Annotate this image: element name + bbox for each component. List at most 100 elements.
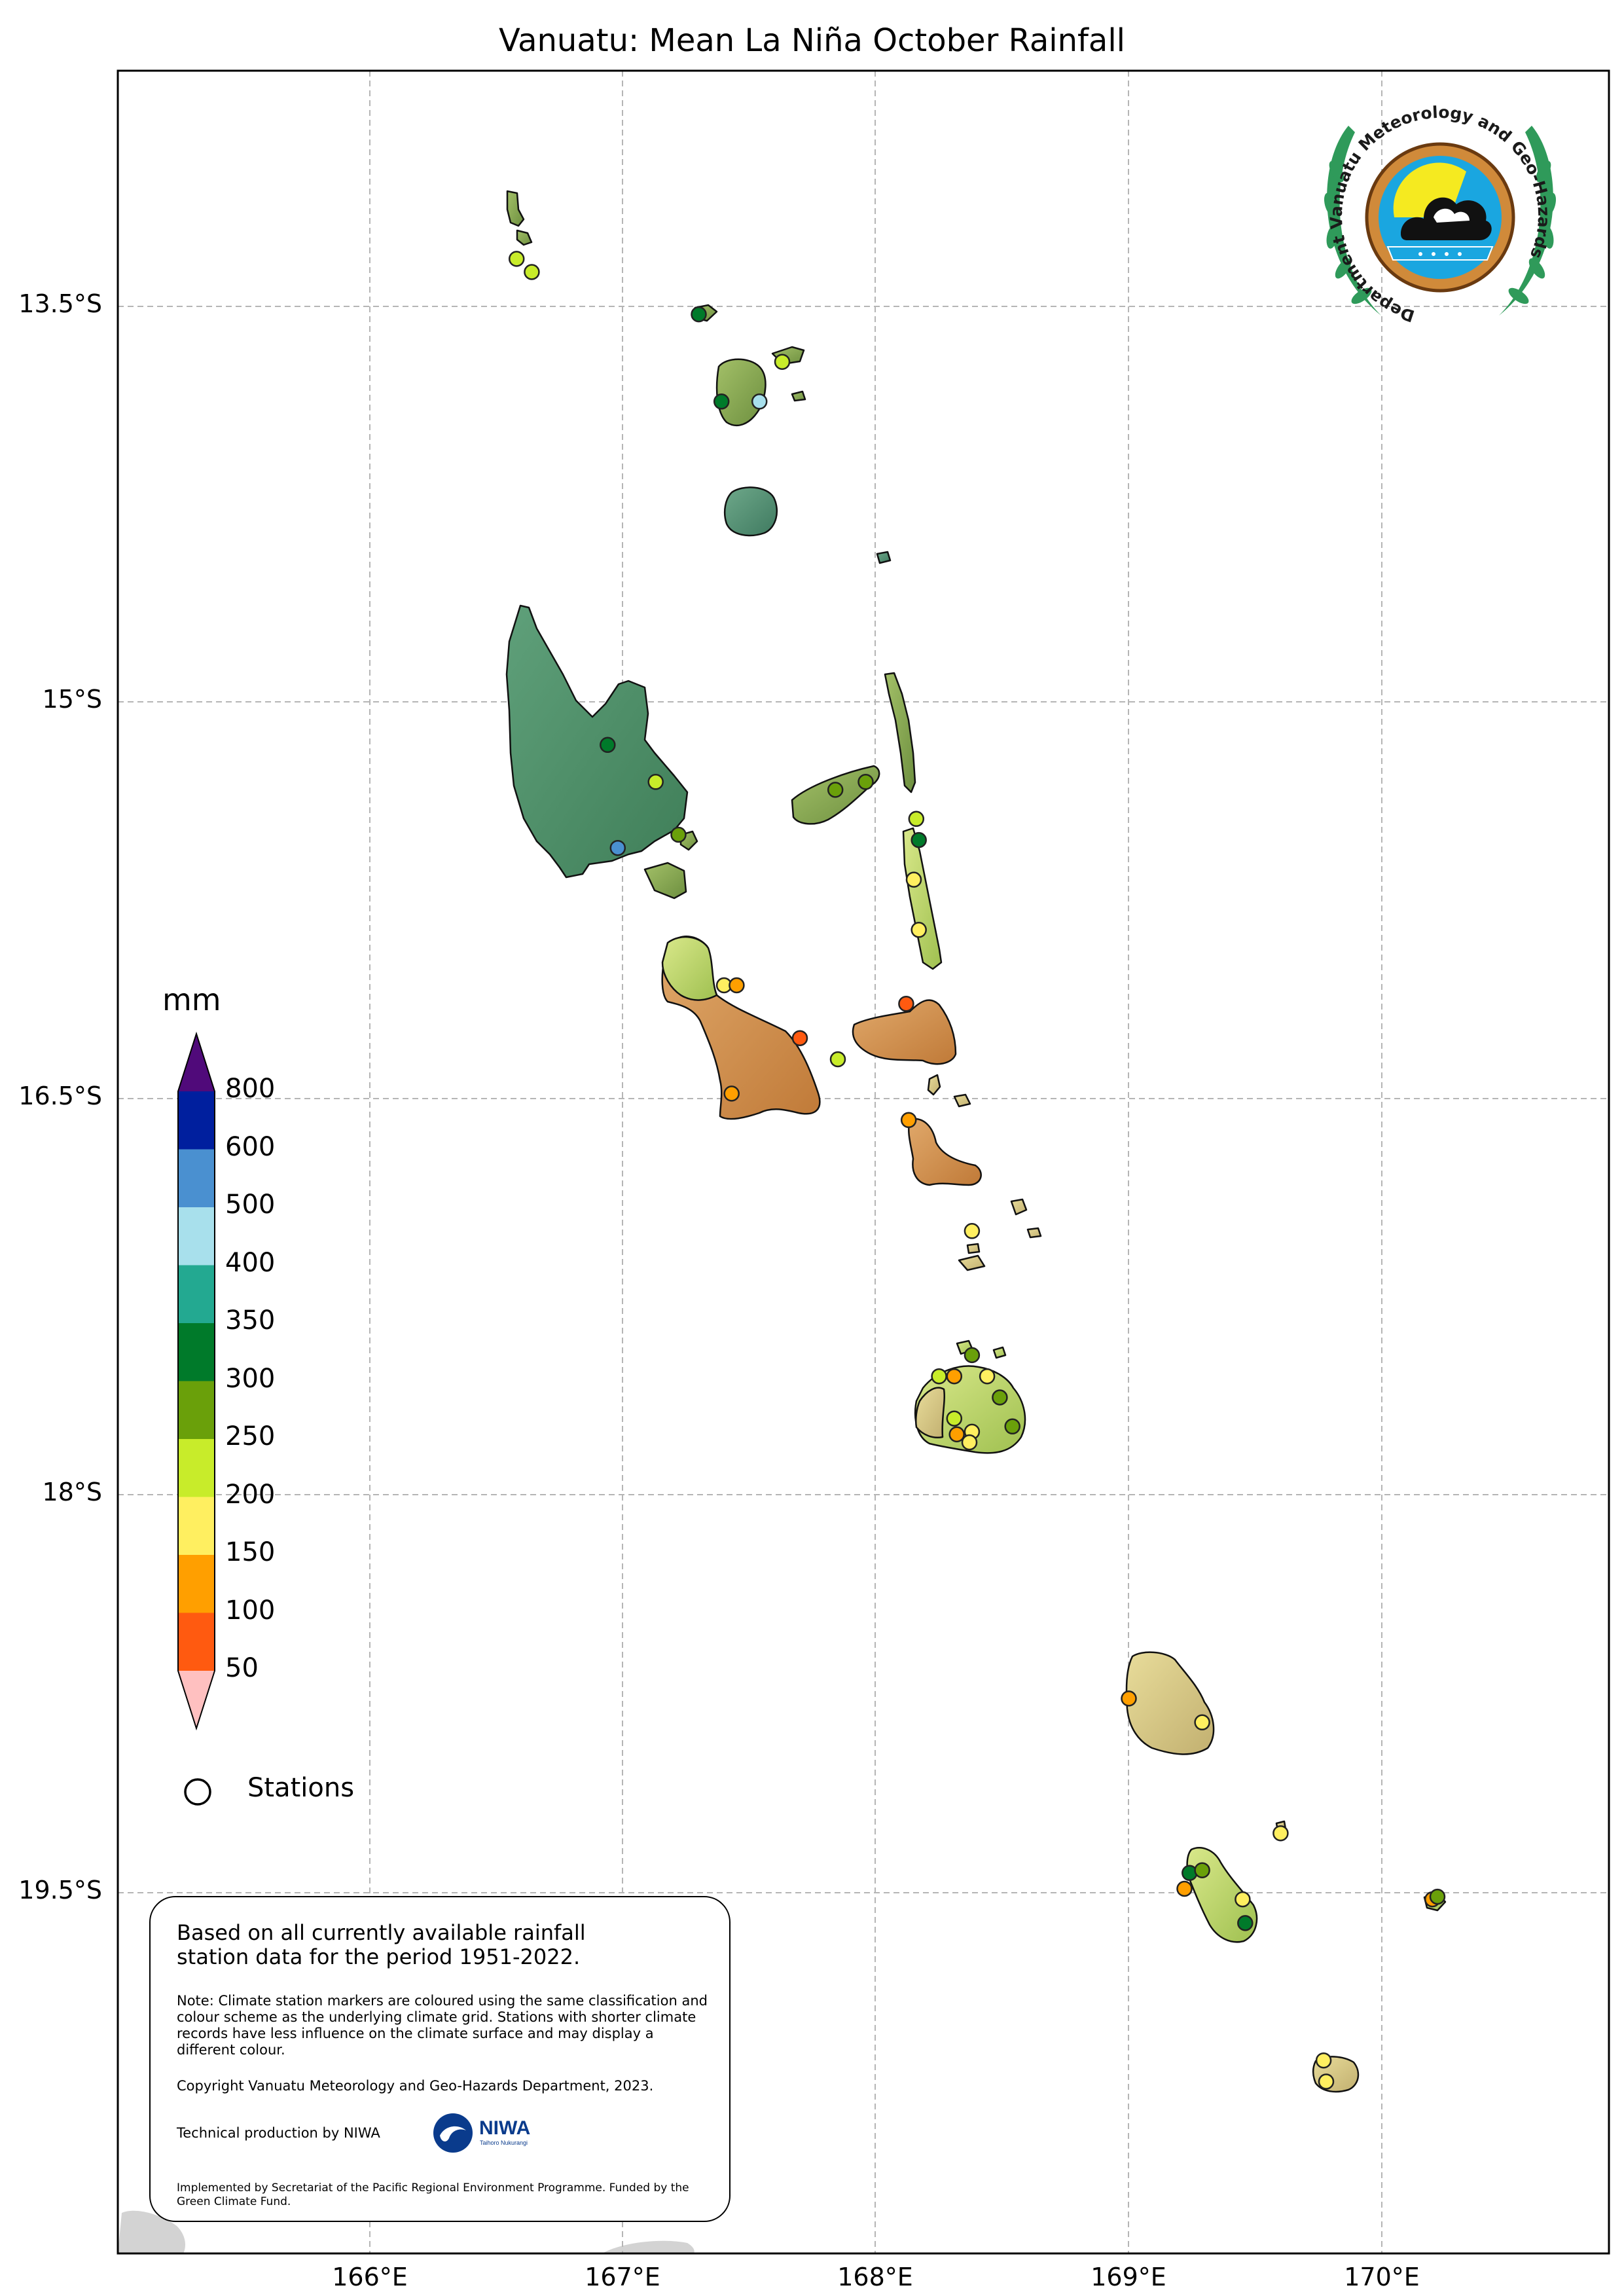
island-shepherds-3 [966,1243,981,1254]
island-espiritu-santo [505,604,689,879]
colorbar-outline [177,1031,215,1731]
island-malo [643,862,687,900]
colorbar-tick-50: 50 [225,1653,259,1683]
station-marker-19 [791,1030,808,1046]
island-ambrym [852,999,957,1065]
station-marker-5 [713,393,730,410]
island-small-banks [791,390,806,402]
niwa-logo: NIWA Taihoro Nukurangi [432,2111,563,2159]
station-marker-21 [723,1085,740,1102]
station-marker-12 [857,774,874,790]
station-marker-8 [647,774,664,790]
colorbar-under-arrow [178,1671,215,1728]
station-marker-45 [1315,2052,1332,2069]
station-marker-33 [961,1434,978,1451]
lat-label-13-5: 13.5°S [18,289,102,318]
island-torres [506,190,525,227]
colorbar-tick-500: 500 [225,1190,276,1220]
niwa-swirl-icon [433,2113,473,2153]
island-tongoa [958,1254,986,1271]
colorbar-segment-10 [178,1613,215,1671]
station-marker-37 [1272,1825,1289,1842]
lat-label-15: 15°S [42,685,102,714]
station-marker-42 [1237,1915,1254,1931]
land-patch-left [118,2210,185,2253]
stations-legend-label: Stations [247,1773,355,1803]
station-marker-41 [1235,1891,1251,1908]
station-marker-36 [1194,1714,1210,1731]
laurel-wreath-icon [1324,126,1557,316]
station-marker-34 [1004,1418,1020,1435]
colorbar-tick-800: 800 [225,1074,276,1104]
station-marker-10 [609,839,626,856]
island-gaua [724,486,778,537]
lon-label-170: 170°E [1344,2263,1420,2291]
station-marker-23 [900,1112,917,1129]
station-marker-16 [911,922,927,938]
island-merelava [876,551,892,564]
lon-label-167: 167°E [585,2263,660,2291]
station-marker-30 [946,1410,963,1427]
info-technical-production: Technical production by NIWA [177,2125,380,2141]
island-vanua-lava [715,358,767,427]
station-marker-6 [751,393,768,410]
station-marker-35 [1121,1690,1137,1707]
station-marker-3 [691,306,707,323]
colorbar [177,1031,215,1731]
station-marker-13 [908,811,925,828]
colorbar-tick-350: 350 [225,1305,276,1336]
colorbar-tick-300: 300 [225,1364,276,1394]
station-marker-39 [1194,1862,1210,1878]
island-shepherds-1 [1010,1198,1028,1216]
colorbar-segment-8 [178,1497,215,1556]
islands [505,190,1447,2093]
colorbar-segment-1 [178,1091,215,1150]
island-malekula-north [661,936,718,1001]
station-marker-9 [670,826,687,843]
info-box: Based on all currently available rainfal… [149,1896,731,2222]
station-marker-29 [992,1389,1008,1406]
station-marker-46 [1318,2073,1335,2090]
colorbar-tick-100: 100 [225,1595,276,1626]
island-efate-west [914,1387,945,1438]
island-torres-south [516,229,533,246]
map-frame [118,2210,695,2253]
island-paama [927,1074,941,1096]
station-marker-31 [948,1426,965,1443]
station-marker-18 [729,977,745,994]
station-marker-28 [979,1368,996,1385]
map-border [117,69,1610,2255]
station-marker-26 [931,1368,947,1385]
island-emao [992,1346,1007,1359]
niwa-name: NIWA [479,2117,530,2139]
station-marker-15 [905,871,922,888]
colorbar-segment-3 [178,1207,215,1266]
land-patch-bottom [602,2240,695,2253]
stars-icon [1418,252,1462,256]
colorbar-over-arrow [178,1034,215,1091]
colorbar-segment-9 [178,1555,215,1613]
island-epi [908,1118,982,1186]
department-logo: Department Vanuatu Meteorology and Geo-H… [1303,100,1578,351]
station-marker-22 [898,995,914,1012]
info-note-text: Note: Climate station markers are colour… [177,1993,708,2058]
niwa-tagline: Taihoro Nukurangi [480,2140,528,2146]
station-marker-44 [1429,1888,1446,1905]
station-marker-1 [508,251,525,267]
info-copyright: Copyright Vanuatu Meteorology and Geo-Ha… [177,2078,654,2094]
colorbar-unit: mm [162,982,221,1017]
colorbar-tick-400: 400 [225,1248,276,1278]
colorbar-segment-6 [178,1381,215,1440]
station-marker-25 [964,1347,981,1364]
map-title: Vanuatu: Mean La Niña October Rainfall [498,22,1126,59]
colorbar-tick-200: 200 [225,1480,276,1510]
info-implemented: Implemented by Secretariat of the Pacifi… [177,2181,689,2208]
island-pentecost [902,827,943,970]
station-marker-40 [1176,1880,1193,1897]
lon-label-168: 168°E [837,2263,913,2291]
lat-label-19-5: 19.5°S [18,1876,102,1904]
lat-label-16-5: 16.5°S [18,1082,102,1110]
station-marker-14 [911,831,927,848]
niwa-swirl-wave-icon [440,2126,466,2141]
